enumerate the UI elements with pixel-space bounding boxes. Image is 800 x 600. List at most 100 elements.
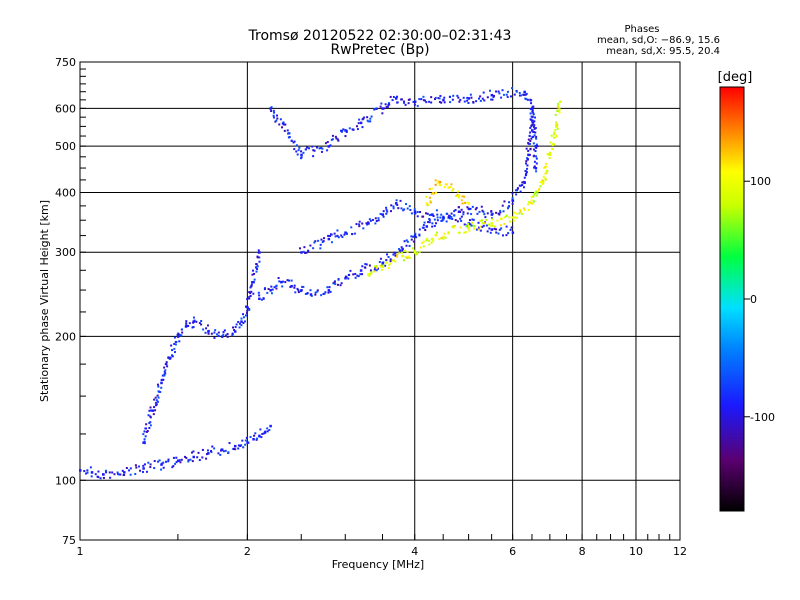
- data-point: [535, 135, 538, 138]
- data-point: [534, 145, 538, 148]
- data-point: [244, 443, 247, 446]
- data-point: [400, 207, 403, 210]
- data-point: [217, 334, 220, 337]
- data-point: [125, 467, 128, 470]
- data-point: [526, 164, 529, 167]
- data-point: [527, 208, 530, 211]
- data-point: [449, 101, 452, 104]
- data-point: [518, 208, 521, 211]
- data-point: [86, 469, 89, 472]
- data-point: [528, 153, 531, 156]
- data-point: [358, 225, 361, 228]
- data-point: [358, 220, 361, 223]
- data-point: [176, 333, 179, 336]
- data-point: [337, 236, 340, 239]
- data-point: [402, 259, 405, 262]
- data-point: [479, 95, 482, 98]
- data-point: [550, 134, 553, 137]
- data-point: [160, 463, 163, 466]
- data-point: [201, 456, 204, 459]
- data-point: [523, 209, 526, 212]
- data-point: [479, 99, 482, 102]
- data-point: [443, 96, 446, 99]
- data-point: [121, 469, 124, 472]
- data-point: [327, 237, 331, 241]
- data-point: [260, 298, 263, 301]
- data-point: [309, 244, 312, 247]
- data-point: [143, 442, 146, 445]
- data-point: [300, 156, 303, 159]
- data-point: [142, 433, 145, 436]
- data-point: [481, 97, 484, 100]
- data-point: [309, 293, 313, 296]
- data-point: [382, 215, 385, 218]
- data-point: [289, 285, 292, 288]
- data-point: [511, 197, 514, 200]
- data-point: [528, 142, 531, 145]
- data-point: [435, 234, 438, 237]
- data-point: [156, 400, 159, 403]
- data-point: [408, 98, 411, 101]
- x-tick-label: 10: [629, 545, 643, 558]
- data-point: [507, 205, 510, 208]
- x-tick-label: 1: [77, 545, 84, 558]
- data-point: [439, 184, 442, 187]
- data-point: [170, 354, 173, 357]
- data-point: [192, 316, 195, 319]
- data-point: [413, 103, 416, 106]
- data-point: [534, 150, 537, 153]
- data-point: [518, 212, 521, 215]
- series-x-mode-f2-trace: [367, 100, 562, 277]
- data-point: [184, 455, 187, 458]
- data-point: [105, 471, 108, 474]
- data-point: [549, 151, 552, 154]
- data-point: [296, 153, 299, 156]
- data-point: [207, 330, 210, 333]
- data-point: [467, 227, 470, 230]
- data-point: [545, 169, 548, 172]
- data-point: [440, 213, 443, 216]
- data-point: [331, 134, 334, 137]
- data-point: [373, 270, 376, 273]
- data-point: [481, 222, 484, 225]
- data-point: [179, 334, 182, 337]
- data-point: [294, 291, 297, 294]
- y-tick-label: 200: [55, 330, 76, 343]
- data-point: [129, 467, 132, 470]
- data-point: [272, 109, 275, 112]
- data-point: [123, 471, 126, 474]
- data-point: [175, 461, 178, 464]
- data-point: [375, 220, 378, 223]
- data-point: [200, 323, 203, 326]
- data-point: [368, 218, 371, 221]
- data-point: [503, 200, 506, 203]
- data-point: [450, 183, 453, 186]
- data-point: [367, 273, 370, 276]
- data-point: [307, 250, 310, 253]
- data-point: [231, 326, 234, 329]
- chart-title: Tromsø 20120522 02:30:00–02:31:43: [248, 28, 512, 44]
- data-point: [453, 210, 456, 213]
- data-point: [135, 466, 138, 469]
- data-point: [509, 95, 512, 98]
- data-point: [411, 247, 414, 250]
- data-point: [196, 456, 199, 459]
- data-point: [344, 129, 347, 132]
- data-point: [383, 107, 386, 110]
- data-point: [418, 250, 421, 253]
- data-point: [330, 233, 333, 236]
- data-point: [207, 452, 210, 455]
- data-point: [400, 246, 403, 249]
- data-point: [164, 369, 167, 372]
- data-point: [357, 275, 360, 278]
- data-point: [319, 243, 322, 246]
- data-point: [252, 292, 255, 295]
- data-point: [430, 192, 433, 195]
- data-point: [505, 93, 508, 96]
- data-point: [527, 203, 530, 206]
- data-point: [433, 192, 436, 195]
- data-point: [483, 222, 486, 225]
- data-point: [351, 233, 354, 236]
- data-point: [555, 125, 559, 128]
- data-point: [400, 98, 403, 101]
